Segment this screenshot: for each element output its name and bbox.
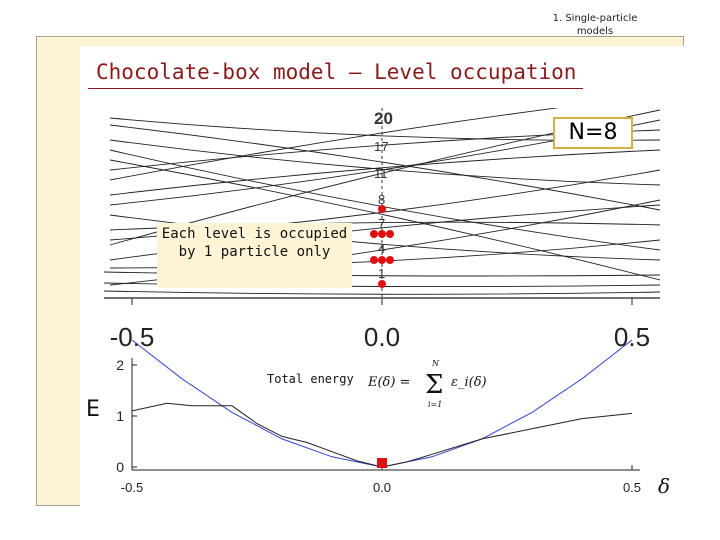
energy-y-tick-label: 1 xyxy=(116,408,124,424)
level-line xyxy=(109,159,660,281)
level-line xyxy=(109,108,560,181)
energy-axis-letter: E xyxy=(86,397,100,422)
level-label: 7 xyxy=(378,216,385,231)
energy-x-tick-label: 0.5 xyxy=(623,480,641,495)
occupation-dot xyxy=(370,256,378,264)
level-label: 8 xyxy=(378,192,385,207)
level-labels: 1 4 7 8 11 17 20 xyxy=(374,109,393,281)
level-line xyxy=(109,139,660,186)
level-label: 4 xyxy=(378,241,385,256)
level-label: 20 xyxy=(374,109,393,128)
top-x-axis: -0.5 0.0 0.5 xyxy=(104,297,660,352)
occupation-dot xyxy=(378,280,386,288)
total-energy-formula: E(δ) = N Σ i=1 ε_i(δ) xyxy=(367,359,487,409)
occupation-dot xyxy=(378,205,386,213)
energy-x-tick-label: 0.0 xyxy=(373,480,391,495)
occupation-note: Each level is occupied by 1 particle onl… xyxy=(157,223,352,288)
level-line xyxy=(109,149,660,196)
occupation-dot xyxy=(386,230,394,238)
level-line xyxy=(104,290,660,295)
top-x-tick-label: 0.5 xyxy=(614,322,650,352)
energy-y-tick-label: 0 xyxy=(116,459,124,475)
occupation-dot xyxy=(378,256,386,264)
level-label: 11 xyxy=(374,166,388,181)
particle-count-box: N=8 xyxy=(553,117,633,149)
title-underline xyxy=(88,88,583,89)
level-label: 17 xyxy=(374,139,388,154)
formula-sum: Σ xyxy=(425,370,443,400)
top-x-tick-label: 0.0 xyxy=(364,322,400,352)
formula-lower: i=1 xyxy=(428,400,442,409)
occupation-dot xyxy=(378,230,386,238)
level-label: 1 xyxy=(378,266,385,281)
energy-y-tick-label: 2 xyxy=(116,357,124,373)
level-line xyxy=(109,124,660,211)
formula-lhs: E(δ) = xyxy=(367,375,411,390)
minimum-marker xyxy=(377,458,387,468)
formula-upper: N xyxy=(431,359,440,368)
occupation-dot xyxy=(386,256,394,264)
parabola-series-line xyxy=(131,339,633,468)
total-energy-label: Total energy xyxy=(265,372,356,386)
top-x-tick-label: -0.5 xyxy=(110,322,155,352)
section-note: 1. Single-particle models xyxy=(552,13,638,37)
slide-title: Chocolate-box model – Level occupation xyxy=(96,60,577,84)
occupation-dots xyxy=(370,205,394,288)
energy-x-tick-label: -0.5 xyxy=(121,480,143,495)
occupation-dot xyxy=(370,230,378,238)
total-energy-plot: 0 1 2 -0.5 0.0 0.5 xyxy=(116,339,641,495)
delta-axis-symbol: δ xyxy=(658,474,671,498)
total-energy-series-line xyxy=(131,402,633,468)
formula-term: ε_i(δ) xyxy=(451,375,487,390)
